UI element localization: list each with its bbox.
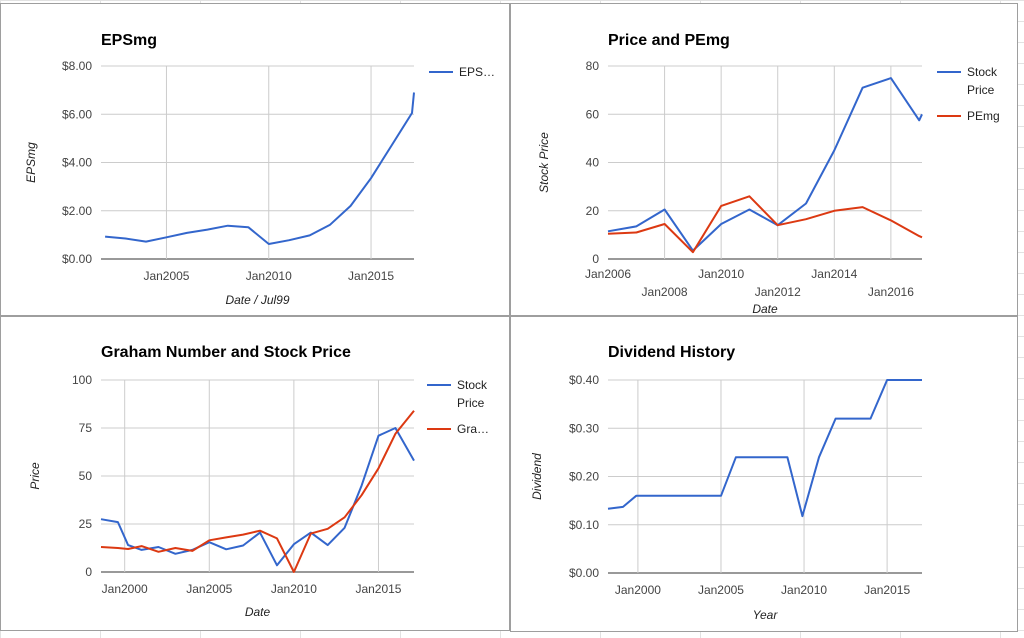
x-tick-label: Jan2000	[102, 582, 148, 596]
y-tick-label: $0.20	[569, 470, 599, 484]
x-tick-label: Jan2008	[642, 285, 688, 299]
legend-entry: Gra…	[457, 422, 489, 436]
y-axis-label: Stock Price	[537, 132, 551, 193]
x-axis-label: Date	[245, 605, 271, 619]
series-line-1	[100, 410, 415, 573]
y-tick-label: $6.00	[62, 107, 92, 121]
x-tick-label: Jan2014	[811, 267, 857, 281]
series-line-1	[607, 195, 923, 254]
y-tick-label: 0	[85, 565, 92, 579]
series-line-0	[607, 77, 923, 252]
pe-chart-svg: Price and PEmg 0 20 40 60 80 Jan2006 Jan2008 Jan…	[537, 32, 1000, 316]
y-tick-label: 100	[72, 373, 92, 387]
chart-title: Graham Number and Stock Price	[101, 344, 351, 361]
graham-chart-svg: Graham Number and Stock Price 0 25 50 75 100 J…	[28, 344, 489, 619]
dividend-chart-panel[interactable]: Dividend History $0.00 $0.10 $0.20 $0.30 $0.4…	[510, 316, 1018, 632]
price-pe-chart-panel[interactable]: Price and PEmg 0 20 40 60 80 Jan2006 Jan2008 Jan…	[510, 3, 1018, 316]
y-axis-label: Dividend	[530, 453, 544, 500]
x-tick-label: Jan2005	[143, 269, 189, 283]
x-tick-label: Jan2006	[585, 267, 631, 281]
y-tick-label: 25	[79, 517, 93, 531]
eps-chart-panel[interactable]: EPSmg $0.00 $2.00 $4.00 $6.00 $8.00 Jan2005 Jan…	[0, 3, 510, 316]
chart-title: EPSmg	[101, 32, 157, 49]
x-tick-label: Jan2005	[186, 582, 232, 596]
y-tick-label: $0.00	[569, 566, 599, 580]
y-tick-label: $0.30	[569, 421, 599, 435]
y-tick-label: 60	[586, 107, 600, 121]
legend-entry: EPS…	[459, 65, 495, 79]
y-tick-label: $0.00	[62, 252, 92, 266]
x-axis-label: Year	[753, 608, 779, 622]
series-line-0	[100, 427, 415, 567]
x-tick-label: Jan2010	[781, 583, 827, 597]
y-tick-label: 75	[79, 421, 93, 435]
y-tick-label: $2.00	[62, 204, 92, 218]
chart-title: Dividend History	[608, 344, 735, 361]
y-tick-label: 0	[592, 252, 599, 266]
y-tick-label: 50	[79, 469, 93, 483]
y-axis-label: EPSmg	[24, 142, 38, 183]
x-tick-label: Jan2015	[355, 582, 401, 596]
x-tick-label: Jan2016	[868, 285, 914, 299]
chart-title: Price and PEmg	[608, 32, 730, 49]
x-tick-label: Jan2000	[615, 583, 661, 597]
x-tick-label: Jan2010	[246, 269, 292, 283]
y-tick-label: $8.00	[62, 59, 92, 73]
div-chart-svg: Dividend History $0.00 $0.10 $0.20 $0.30 $0.4…	[530, 344, 922, 622]
x-tick-label: Jan2005	[698, 583, 744, 597]
y-tick-label: $4.00	[62, 156, 92, 170]
series-line-0	[105, 92, 415, 245]
x-tick-label: Jan2010	[271, 582, 317, 596]
x-tick-label: Jan2010	[698, 267, 744, 281]
x-tick-label: Jan2015	[348, 269, 394, 283]
y-tick-label: 20	[586, 204, 600, 218]
legend-entry: Stock Price	[457, 378, 488, 410]
y-tick-label: $0.10	[569, 518, 599, 532]
series-line-0	[607, 379, 922, 518]
x-tick-label: Jan2015	[864, 583, 910, 597]
y-axis-label: Price	[28, 462, 42, 490]
x-tick-label: Jan2012	[755, 285, 801, 299]
legend-entry: PEmg	[967, 109, 1000, 123]
y-tick-label: 80	[586, 59, 600, 73]
y-tick-label: 40	[586, 156, 600, 170]
y-tick-label: $0.40	[569, 373, 599, 387]
x-axis-label: Date / Jul99	[225, 293, 289, 307]
x-axis-label: Date	[752, 302, 778, 316]
eps-chart-svg: EPSmg $0.00 $2.00 $4.00 $6.00 $8.00 Jan2005 Jan…	[24, 32, 495, 307]
legend-entry: Stock Price	[967, 65, 998, 97]
graham-chart-panel[interactable]: Graham Number and Stock Price 0 25 50 75 100 J…	[0, 316, 510, 631]
